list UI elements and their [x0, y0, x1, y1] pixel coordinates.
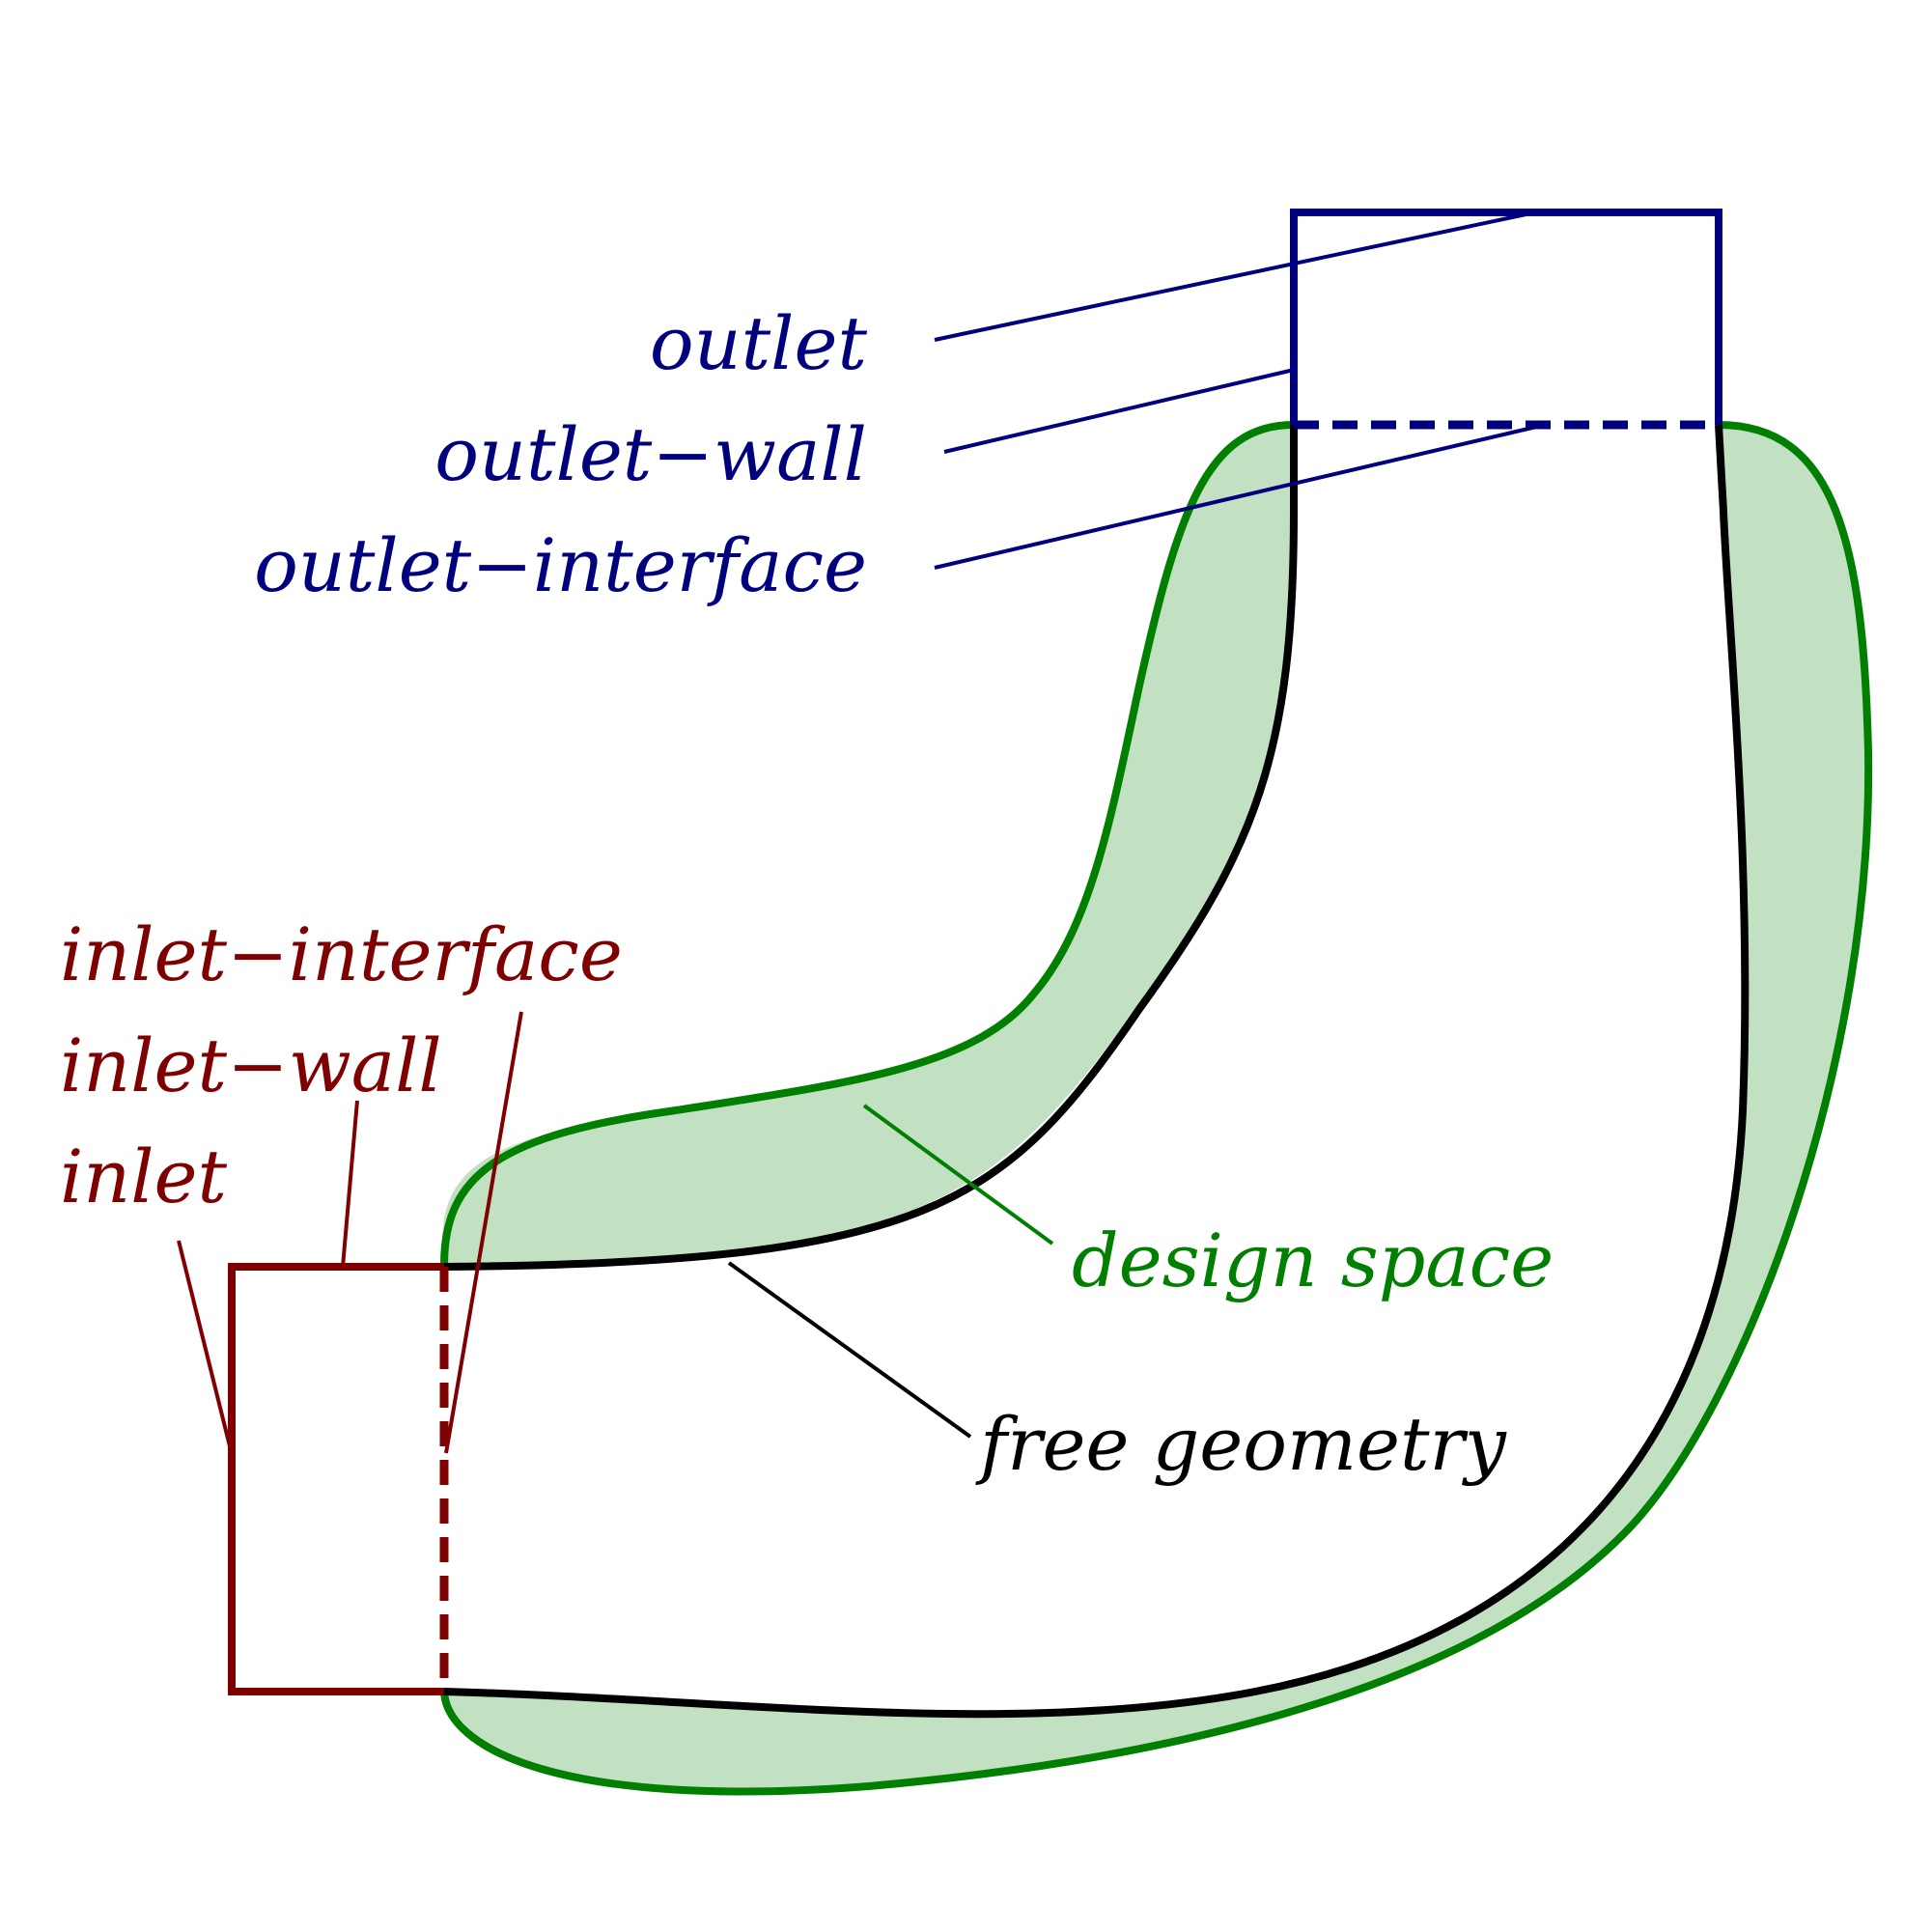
inlet-label: inlet — [60, 1134, 228, 1219]
inlet-interface-label: inlet−interface — [60, 911, 623, 997]
inlet-interface-leader — [444, 1011, 523, 1454]
design-space-label: design space — [1072, 1218, 1554, 1303]
free-geometry-label: free geometry — [975, 1401, 1507, 1487]
outlet-wall-label: outlet−wall — [434, 411, 867, 497]
design-space-boundary-lower — [440, 421, 1873, 1796]
design-space-leader — [862, 1104, 1054, 1246]
outlet-interface-label: outlet−interface — [254, 522, 867, 608]
inlet-leader — [177, 1240, 232, 1447]
free-geometry-leader — [727, 1261, 972, 1439]
design-space-region — [442, 425, 1869, 1792]
inlet-box — [228, 1263, 444, 1695]
outlet-wall-leader — [943, 368, 1295, 454]
outlet-leader — [934, 210, 1536, 342]
free-geometry-inner-wall — [443, 425, 1298, 1271]
free-geometry-outer-wall — [443, 424, 1750, 1719]
outlet-interface-leader — [934, 423, 1546, 570]
outlet-label: outlet — [650, 300, 868, 386]
inlet-wall-label: inlet−wall — [60, 1022, 442, 1108]
inlet-wall-leader — [341, 1100, 359, 1268]
design-space-boundary-upper — [440, 421, 1295, 1266]
outlet-box — [1290, 209, 1722, 425]
